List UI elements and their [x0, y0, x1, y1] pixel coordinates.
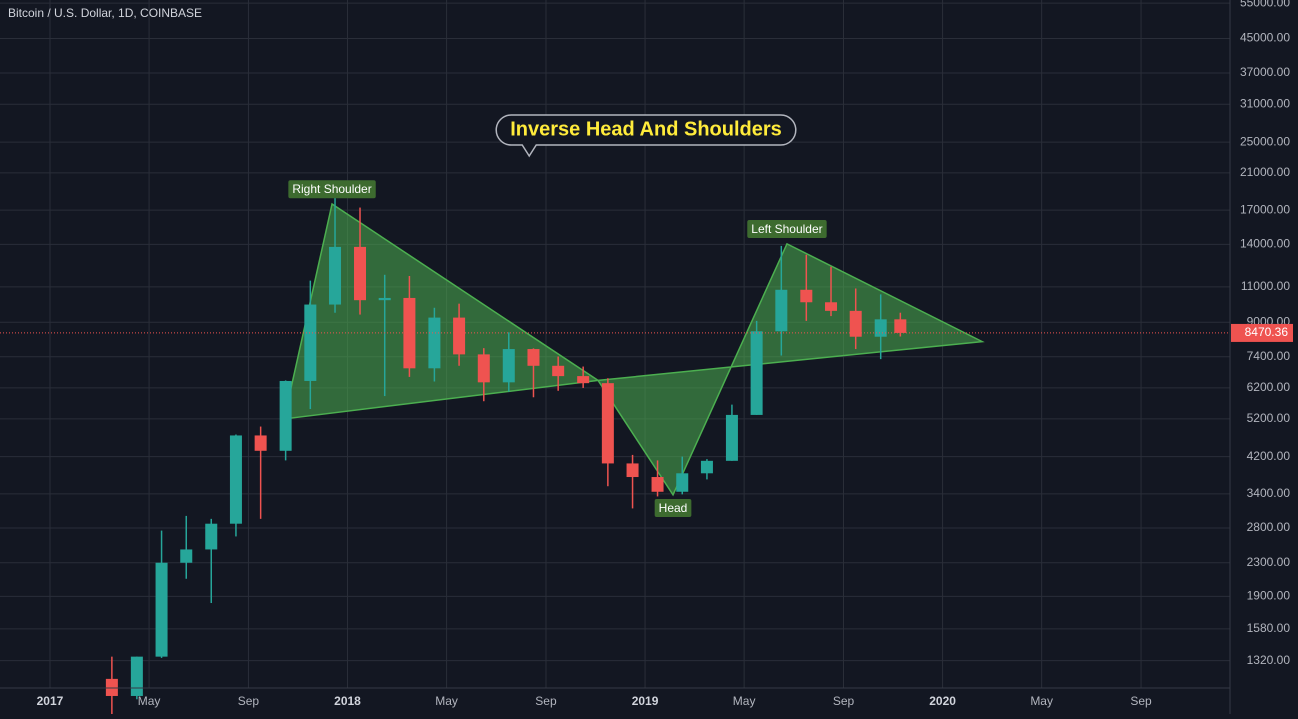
candle-body [378, 297, 391, 301]
candle-body [700, 460, 713, 474]
x-tick-label: May [1030, 694, 1053, 708]
overlay: Right Shoulder Head Left Shoulder Inverse H… [0, 114, 1230, 518]
x-tick-label: Sep [833, 694, 855, 708]
candle-body [750, 331, 763, 415]
x-tick-label: Sep [1130, 694, 1152, 708]
candle-body [155, 562, 168, 657]
candle-body [800, 289, 813, 303]
y-tick-label: 25000.00 [1240, 134, 1290, 148]
y-tick-label: 11000.00 [1241, 279, 1290, 293]
candle-body [477, 354, 490, 383]
candles [105, 182, 907, 719]
candle-body [775, 289, 788, 332]
candle-body [279, 380, 292, 451]
candle-body [229, 435, 242, 524]
candle-body [354, 246, 367, 301]
candle-body [577, 376, 590, 384]
x-tick-label: 2020 [929, 694, 956, 708]
y-tick-label: 37000.00 [1240, 65, 1290, 79]
candle-body [304, 304, 317, 381]
candle-body [453, 317, 466, 355]
y-tick-label: 1900.00 [1247, 589, 1291, 603]
y-tick-label: 3400.00 [1247, 486, 1291, 500]
candle-body [180, 549, 193, 563]
candle-body [254, 435, 267, 451]
candle-body [651, 477, 664, 492]
x-tick-label: 2017 [37, 694, 64, 708]
candle-body [205, 523, 218, 550]
candle-body [725, 414, 738, 461]
pattern-label: Right Shoulder [292, 182, 371, 196]
y-tick-label: 14000.00 [1240, 237, 1290, 251]
candle-body [329, 246, 342, 305]
y-tick-label: 1580.00 [1247, 621, 1291, 635]
candle-body [428, 317, 441, 369]
y-tick-label: 7400.00 [1247, 349, 1291, 363]
y-tick-label: 2300.00 [1247, 555, 1291, 569]
candle-body [849, 310, 862, 337]
y-tick-label: 6200.00 [1247, 380, 1291, 394]
y-tick-label: 5200.00 [1247, 411, 1291, 425]
x-tick-label: May [733, 694, 756, 708]
candle-body [403, 297, 416, 369]
y-tick-label: 55000.00 [1240, 0, 1290, 9]
x-tick-label: May [435, 694, 458, 708]
grid [0, 0, 1230, 688]
pattern-shape [596, 242, 985, 497]
x-tick-label: Sep [535, 694, 557, 708]
candle-body [874, 319, 887, 337]
callout-text: Inverse Head And Shoulders [510, 118, 782, 140]
x-tick-label: Sep [238, 694, 260, 708]
candle-body [626, 463, 639, 478]
candle-body [527, 349, 540, 366]
y-tick-label: 45000.00 [1240, 31, 1290, 45]
y-tick-label: 21000.00 [1240, 165, 1290, 179]
candle-body [894, 319, 907, 333]
pattern-label: Head [659, 501, 688, 515]
last-price-label: 8470.36 [1245, 325, 1289, 339]
y-tick-label: 4200.00 [1247, 449, 1291, 463]
pattern-label-bg [288, 180, 376, 199]
pattern-label-bg [654, 499, 692, 518]
chart-title: Bitcoin / U.S. Dollar, 1D, COINBASE [8, 6, 202, 20]
y-tick-label: 1320.00 [1247, 653, 1291, 667]
callout-bubble [495, 114, 797, 158]
candle-body [676, 473, 689, 492]
x-tick-label: 2019 [632, 694, 659, 708]
candle-body [825, 302, 838, 311]
candle-body [502, 349, 515, 383]
candle-body [105, 678, 118, 696]
candle-body [552, 365, 565, 377]
candle-body [130, 656, 143, 696]
pattern-label: Left Shoulder [751, 222, 822, 236]
y-tick-label: 31000.00 [1240, 96, 1290, 110]
candle-body [601, 383, 614, 464]
x-tick-label: May [138, 694, 161, 708]
last-price-bg [1231, 323, 1293, 342]
pattern-label-bg [747, 220, 827, 239]
y-tick-label: 17000.00 [1240, 202, 1290, 216]
x-tick-label: 2018 [334, 694, 361, 708]
y-tick-label: 2800.00 [1247, 520, 1291, 534]
